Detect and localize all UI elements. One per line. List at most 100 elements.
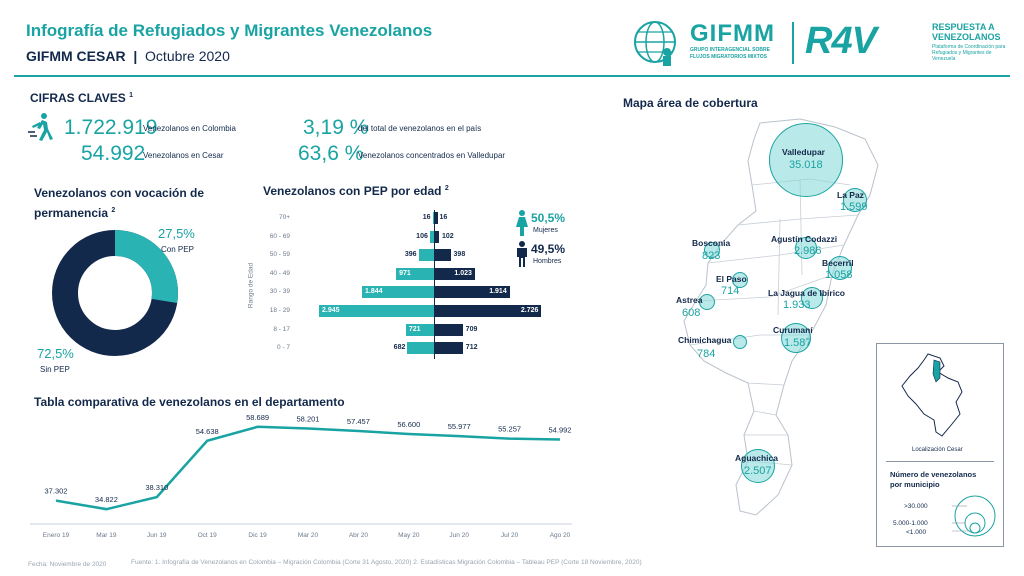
x-tick-label: May 20 — [398, 532, 420, 539]
women-pct: 50,5% — [531, 211, 566, 225]
map-municipality-name: El Paso — [716, 274, 747, 284]
x-tick-label: Jun 19 — [147, 532, 167, 539]
x-tick-label: Jun 20 — [449, 532, 469, 539]
legend-item-small: <1.000 — [906, 529, 927, 536]
map-title: Mapa área de cobertura — [623, 96, 758, 110]
gifmm-logo-text: GIFMM — [690, 20, 775, 47]
women-label: Mujeres — [533, 227, 558, 234]
map-municipality-value: 784 — [697, 348, 716, 360]
x-tick-label: Ago 20 — [550, 532, 571, 539]
pyramid-age-label: 70+ — [278, 214, 290, 221]
map-bubble — [828, 256, 852, 280]
map-municipality-value: 2.986 — [794, 245, 822, 257]
x-tick-label: Oct 19 — [198, 532, 218, 539]
page-subtitle: GIFMM CESAR | Octubre 2020 — [26, 48, 230, 64]
pyramid-age-label: 18 - 29 — [269, 307, 290, 314]
header-divider — [14, 75, 1010, 77]
pep-label: Con PEP — [161, 245, 194, 254]
pyramid-age-label: 30 - 39 — [269, 288, 290, 296]
map-municipality-name: Astrea — [676, 295, 703, 305]
line-chart-title: Tabla comparativa de venezolanos en el d… — [34, 395, 345, 409]
logo-divider — [792, 22, 794, 64]
x-tick-label: Dic 19 — [248, 532, 267, 539]
gifmm-globe-icon — [634, 21, 676, 66]
woman-icon — [516, 210, 528, 236]
pyramid-bar-women — [405, 323, 434, 336]
map-municipality-name: Chimichagua — [678, 335, 732, 345]
r4v-logo-desc: Plataforma de Coordinación para Refugiad… — [932, 44, 1006, 62]
pyramid-age-label: 60 - 69 — [269, 232, 290, 240]
map-municipality-value: 1.587 — [784, 337, 812, 349]
x-tick-label: Jul 20 — [501, 532, 519, 539]
pyramid-label-women: 971 — [399, 269, 411, 277]
map-bubble — [781, 323, 811, 353]
pyramid-label-men: 2.726 — [520, 307, 539, 314]
data-label: 55.977 — [448, 422, 471, 431]
pyramid-bar-men — [435, 230, 439, 243]
permanence-title: Venezolanos con vocación de permanencia … — [34, 186, 205, 220]
map-municipality-name: La Jagua de Ibirico — [768, 288, 845, 298]
pyramid-age-label: 8 - 17 — [273, 325, 290, 333]
walking-person-icon — [28, 113, 53, 141]
cesar-total: 54.992 — [81, 142, 146, 165]
map-municipality-value: 1.933 — [783, 299, 811, 311]
pct-valledupar-label: Venezolanos concentrados en Valledupar — [358, 151, 506, 160]
legend-item-large: >30.000 — [904, 503, 928, 510]
pyramid-bar-women — [361, 286, 434, 299]
data-label: 38.310 — [145, 483, 168, 492]
pyramid-chart: 70+ 16 16 60 - 69 106 102 50 - 59 396 398 40 - 49… — [250, 210, 542, 362]
pyramid-label-women: 2.945 — [322, 307, 340, 314]
map-municipality-value: 714 — [721, 285, 740, 297]
org-name: GIFMM CESAR — [26, 48, 126, 64]
pyramid-bar-women — [396, 267, 434, 280]
pyramid-bar-women — [429, 230, 434, 243]
pct-valledupar: 63,6 % — [298, 142, 364, 165]
r4v-logo-title: RESPUESTA A VENEZOLANOS — [932, 22, 1001, 42]
pyramid-bar-men — [435, 305, 542, 317]
pyramid-label-women: 1.844 — [364, 288, 383, 296]
x-tick-label: Abr 20 — [349, 532, 369, 539]
colombia-locator-map — [901, 353, 963, 437]
report-date: Octubre 2020 — [145, 48, 230, 64]
map-bubble — [704, 242, 720, 258]
line-series — [55, 425, 561, 511]
x-tick-label: Enero 19 — [43, 532, 70, 539]
pyramid-bar-women — [407, 342, 434, 355]
pyramid-label-women: 106 — [416, 232, 428, 240]
pyramid-label-men: 398 — [453, 251, 466, 259]
map-municipality-value: 1.058 — [825, 269, 853, 281]
pyramid-bar-men — [435, 249, 451, 262]
pyramid-bar-men — [435, 267, 475, 280]
data-label: 54.992 — [549, 426, 572, 435]
donut-slice-pep — [52, 230, 178, 356]
map-bubble — [732, 272, 748, 288]
map-municipality-value: 823 — [702, 250, 721, 262]
r4v-logo-text: R4V — [805, 20, 877, 62]
map-municipality-value: 35.018 — [789, 159, 823, 171]
footer-sources: Fuente: 1. Infografía de Venezolanos en … — [131, 559, 642, 566]
pyramid-bar-men — [435, 286, 510, 299]
map-municipality-value: 2.507 — [744, 465, 772, 477]
map-municipality-name: La Paz — [837, 190, 864, 200]
pct-total: 3,19 % — [303, 116, 369, 139]
pyramid-label-men: 1.023 — [454, 269, 472, 277]
map-bubble — [801, 287, 823, 309]
header-separator: | — [133, 48, 138, 64]
data-label: 37.302 — [45, 487, 68, 496]
colombia-total-label: Venezolanos en Colombia — [143, 124, 236, 133]
location-label: Localización Cesar — [912, 447, 963, 453]
men-pct: 49,5% — [531, 242, 566, 256]
legend-item-medium: 5.000-1.000 — [893, 520, 928, 527]
data-label: 58.689 — [246, 413, 269, 422]
map-municipality-name: Aguachica — [735, 453, 778, 463]
data-label: 55.257 — [498, 425, 521, 434]
pyramid-bar-men — [435, 323, 463, 336]
data-label: 57.457 — [347, 417, 370, 426]
cesar-total-label: Venezolanos en Cesar — [143, 151, 224, 160]
pyramid-label-women: 16 — [422, 214, 431, 221]
pyramid-label-men: 16 — [439, 214, 448, 221]
pyramid-label-men: 1.914 — [489, 288, 507, 296]
data-label: 56.600 — [397, 420, 420, 429]
map-municipality-name: Agustín Codazzi — [771, 234, 838, 244]
